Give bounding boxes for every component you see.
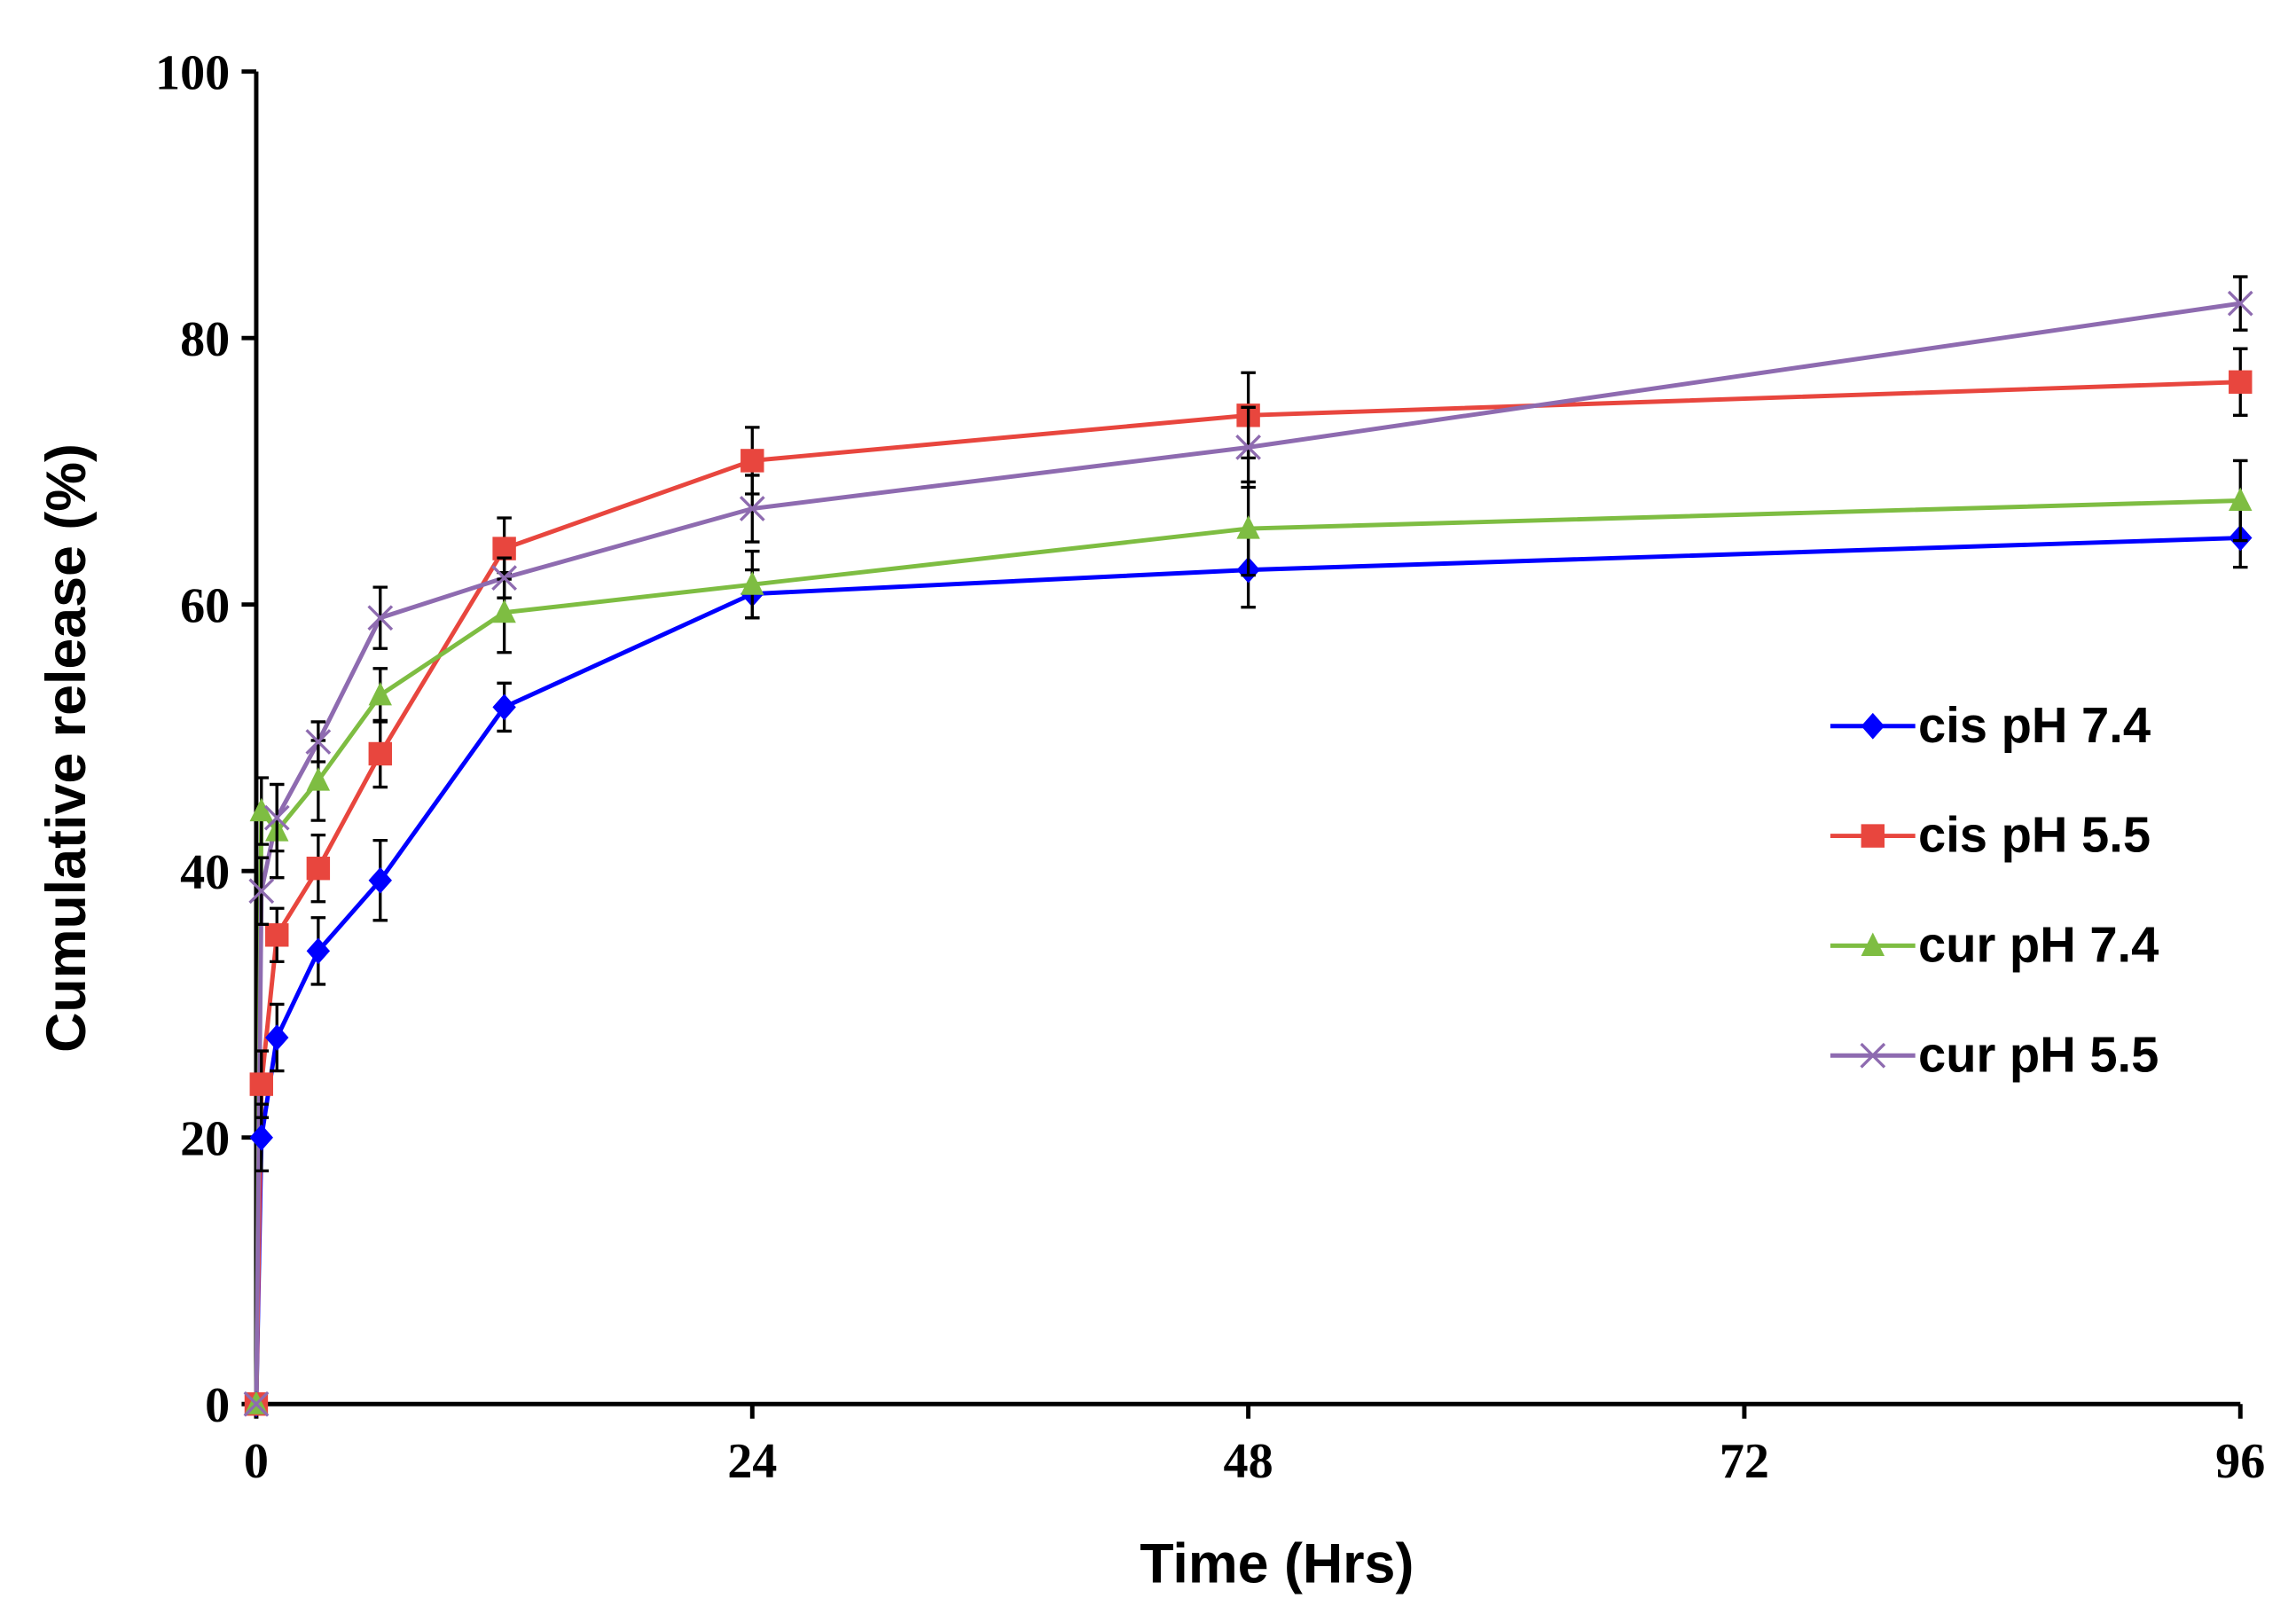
data-point xyxy=(306,937,331,965)
legend-label: cis pH 7.4 xyxy=(1918,697,2151,753)
y-tick-label: 0 xyxy=(205,1378,230,1433)
data-point xyxy=(248,878,275,905)
data-point xyxy=(741,571,764,595)
data-point xyxy=(1235,435,1261,460)
data-point xyxy=(2227,290,2253,317)
data-point xyxy=(249,1124,273,1151)
data-point xyxy=(306,767,331,791)
data-point xyxy=(263,804,290,831)
x-tick-label: 72 xyxy=(1720,1434,1769,1489)
y-tick-label: 20 xyxy=(180,1112,230,1167)
data-point xyxy=(1236,515,1260,539)
data-point xyxy=(305,729,332,755)
legend-label: cis pH 5.5 xyxy=(1918,807,2151,863)
legend-marker xyxy=(1861,932,1885,956)
x-tick-label: 96 xyxy=(2215,1434,2265,1489)
y-tick-label: 60 xyxy=(180,579,230,634)
x-axis-label: Time (Hrs) xyxy=(1140,1533,1414,1595)
data-point xyxy=(492,599,516,623)
data-point xyxy=(306,856,331,881)
data-point xyxy=(368,682,392,706)
x-tick-label: 0 xyxy=(244,1434,269,1489)
data-point xyxy=(2229,487,2253,512)
data-point xyxy=(265,1024,289,1051)
y-tick-label: 100 xyxy=(155,45,230,100)
x-tick-label: 24 xyxy=(727,1434,777,1489)
y-tick-label: 80 xyxy=(180,312,230,367)
data-point xyxy=(249,1072,273,1096)
data-point xyxy=(2229,370,2253,394)
data-point xyxy=(492,693,516,721)
y-axis-label: Cumulative release (%) xyxy=(35,443,98,1053)
data-point xyxy=(243,1391,270,1417)
y-tick-label: 40 xyxy=(180,845,230,900)
data-point xyxy=(741,449,764,473)
data-point xyxy=(368,741,392,766)
legend-marker xyxy=(1861,824,1885,848)
data-point xyxy=(265,923,289,947)
data-point xyxy=(739,496,765,521)
legend-label: cur pH 7.4 xyxy=(1918,917,2159,973)
legend-marker xyxy=(1860,1042,1886,1069)
x-tick-label: 48 xyxy=(1224,1434,1273,1489)
data-point xyxy=(367,605,394,631)
data-point xyxy=(249,797,273,822)
data-point xyxy=(368,866,392,894)
legend-marker xyxy=(1861,712,1885,740)
legend-label: cur pH 5.5 xyxy=(1918,1026,2159,1082)
data-point xyxy=(492,537,516,560)
data-point xyxy=(491,565,517,592)
